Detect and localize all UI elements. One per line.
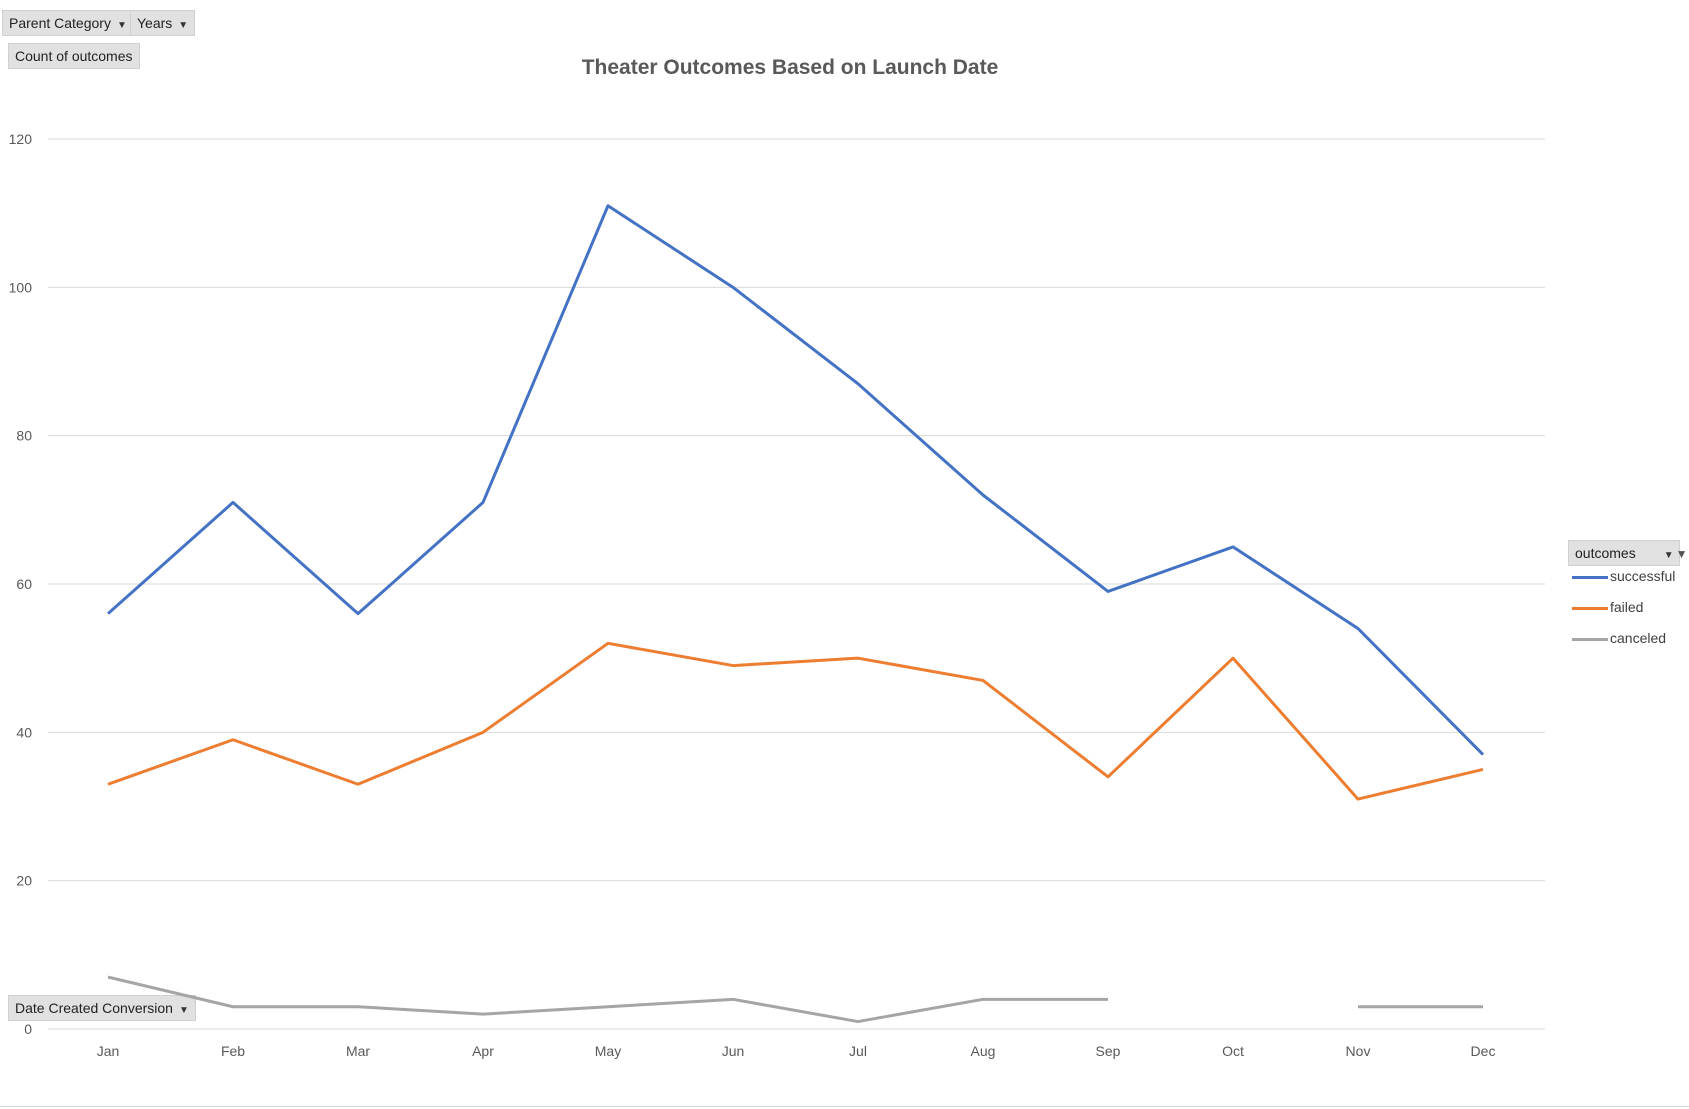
- legend-field-button[interactable]: outcomes ▼ ▼: [1568, 540, 1688, 566]
- y-tick-label: 80: [16, 428, 32, 444]
- x-axis-ticks: Jan Feb Mar Apr May Jun Jul Aug Sep Oct Nov Dec: [97, 1043, 1496, 1059]
- gridlines: [48, 138, 1545, 1030]
- legend-field-label: outcomes: [1575, 545, 1636, 561]
- legend-swatch: [1572, 606, 1608, 610]
- series-line-failed[interactable]: [107, 641, 1484, 801]
- legend-item-failed[interactable]: failed: [1572, 599, 1643, 615]
- y-tick-label: 40: [16, 724, 32, 740]
- dropdown-arrow-icon: ▼: [116, 20, 127, 31]
- legend-item-canceled[interactable]: canceled: [1572, 630, 1666, 646]
- x-tick-label: Jun: [722, 1043, 745, 1059]
- x-tick-label: Oct: [1222, 1043, 1244, 1059]
- series-line-successful[interactable]: [107, 204, 1485, 756]
- y-tick-label: 60: [16, 576, 32, 592]
- x-tick-label: May: [595, 1043, 621, 1059]
- y-tick-label: 100: [9, 279, 33, 295]
- values-field-label: Count of outcomes: [15, 48, 133, 64]
- legend-swatch: [1572, 637, 1608, 641]
- parent-category-label: Parent Category: [9, 15, 111, 31]
- series-line-canceled[interactable]: [107, 975, 1108, 1024]
- x-tick-label: Dec: [1471, 1043, 1496, 1059]
- x-tick-label: Apr: [472, 1043, 494, 1059]
- x-tick-label: Aug: [971, 1043, 996, 1059]
- x-tick-label: Jan: [97, 1043, 120, 1059]
- series-lines: [107, 204, 1485, 1024]
- dropdown-arrow-icon: ▼: [1663, 550, 1674, 561]
- legend-item-successful[interactable]: successful: [1572, 568, 1675, 584]
- chart-title: Theater Outcomes Based on Launch Date: [581, 56, 999, 79]
- axis-field-label: Date Created Conversion: [15, 1000, 173, 1016]
- y-tick-label: 120: [9, 131, 33, 147]
- legend-swatch: [1572, 575, 1608, 579]
- x-tick-label: Jul: [849, 1043, 867, 1059]
- x-tick-label: Feb: [221, 1043, 245, 1059]
- bottom-divider: [0, 1106, 1689, 1107]
- y-tick-label: 0: [24, 1021, 32, 1037]
- years-label: Years: [137, 15, 173, 31]
- dropdown-arrow-icon: ▼: [178, 1005, 189, 1016]
- legend-label: failed: [1610, 599, 1644, 615]
- dropdown-arrow-icon: ▼: [178, 20, 189, 31]
- axis-field-button[interactable]: Date Created Conversion ▼: [8, 995, 196, 1021]
- x-tick-label: Sep: [1096, 1043, 1121, 1059]
- parent-category-filter-button[interactable]: Parent Category▼▼: [2, 10, 148, 36]
- y-tick-label: 20: [16, 873, 32, 889]
- legend-label: successful: [1610, 568, 1676, 584]
- x-tick-label: Mar: [346, 1043, 370, 1059]
- x-tick-label: Nov: [1346, 1043, 1371, 1059]
- legend-label: canceled: [1610, 630, 1667, 646]
- values-field-button[interactable]: Count of outcomes: [8, 43, 140, 69]
- y-axis-ticks: 0 20 40 60 80 100 120: [9, 131, 33, 1037]
- years-filter-button[interactable]: Years ▼: [130, 10, 196, 36]
- filter-icon: ▼: [1675, 547, 1688, 561]
